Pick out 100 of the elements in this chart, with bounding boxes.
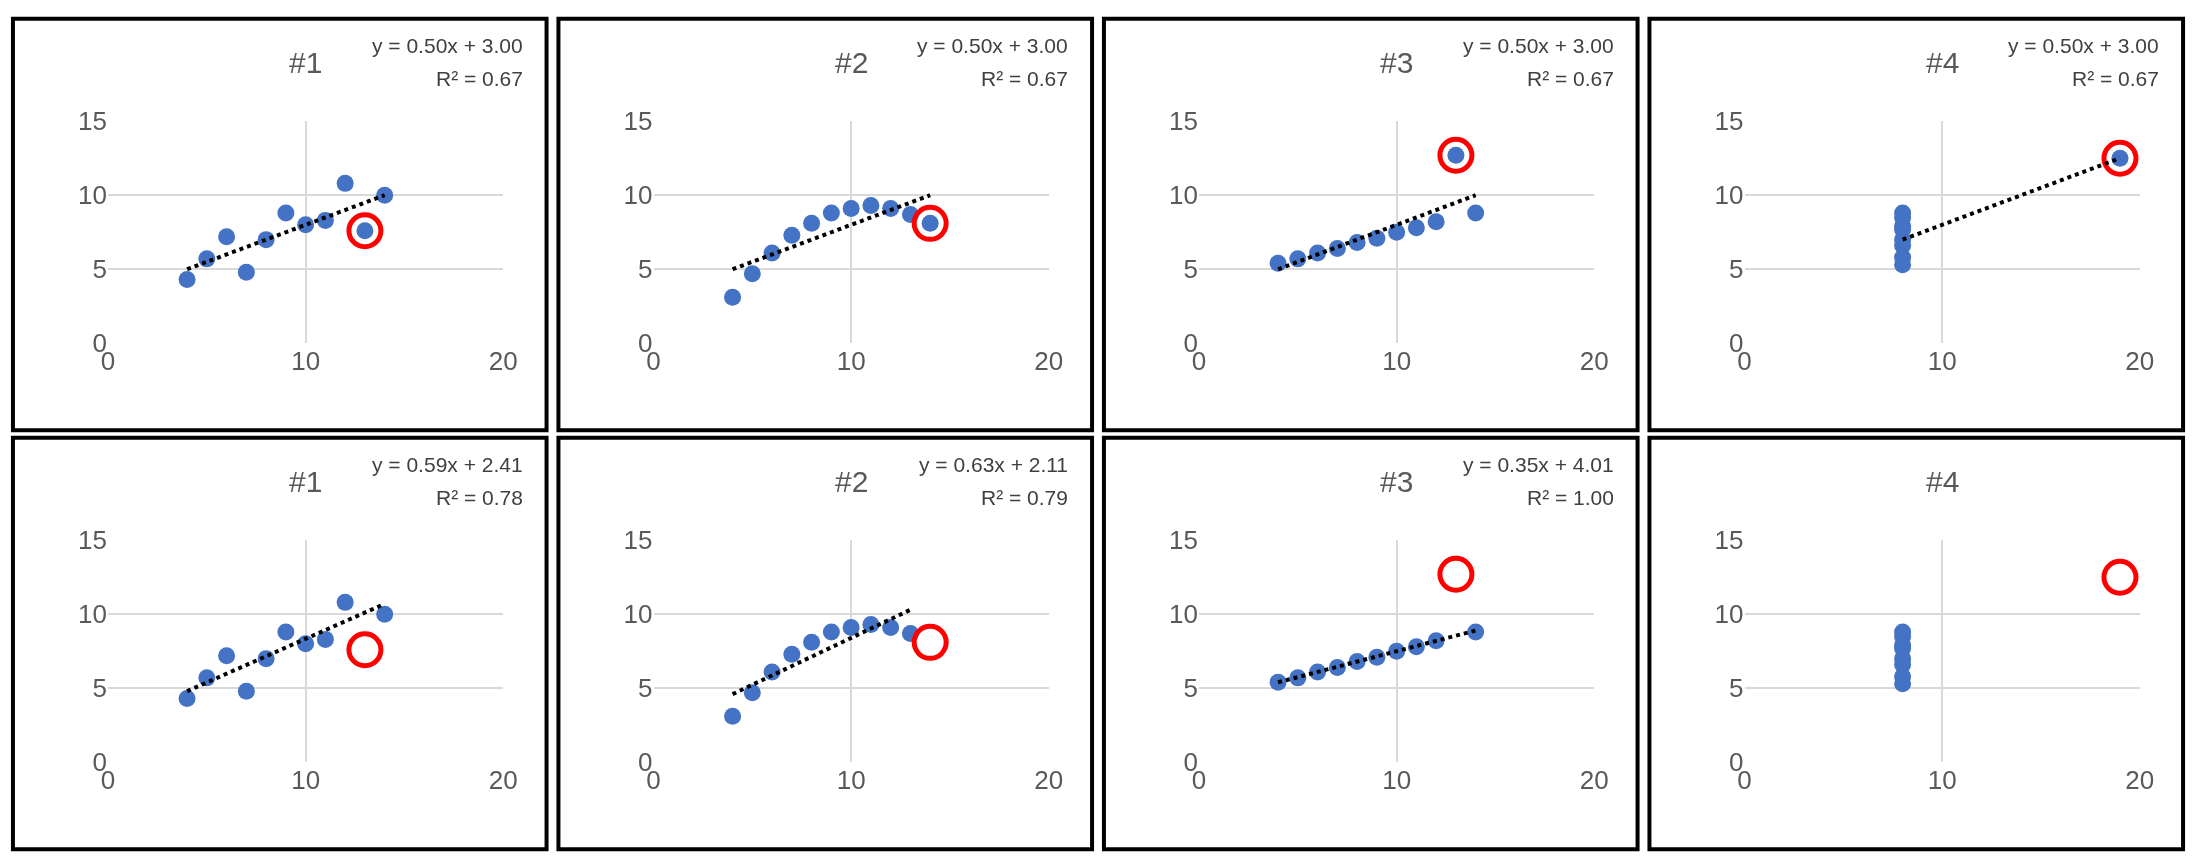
point [842,200,860,218]
point [1467,623,1485,641]
y-tick-label: 10 [1169,599,1199,630]
point [277,204,295,222]
text: R² = 0.67 [436,67,523,90]
text: R² = 0.79 [981,486,1068,509]
point [237,263,255,281]
text: y = 0.59x + 2.41 [372,453,523,476]
point [1269,673,1287,691]
point [743,684,761,702]
y-tick-label: 5 [92,254,108,285]
x-tick-label: 20 [1579,346,1609,377]
y-tick-label: 5 [638,254,653,285]
point [2101,139,2139,177]
point [1467,204,1485,222]
x-tick-label: 10 [836,765,866,796]
text: R² = 0.67 [1527,67,1614,90]
point [822,623,840,641]
y-tick-label: 15 [1169,106,1199,137]
y-tick-label: 15 [1714,106,1744,137]
text: y = 0.35x + 4.01 [1463,453,1614,476]
y-tick-label: 5 [1183,673,1199,704]
y-tick-label: 15 [1714,525,1744,556]
point [376,186,394,204]
text: R² = 0.78 [436,486,523,509]
chart-title: #4 [1926,465,1960,498]
text: y = 0.50x + 3.00 [1463,34,1614,57]
point [1437,555,1475,593]
point [346,631,384,669]
text: R² = 1.00 [1527,486,1614,509]
y-tick-label: 15 [78,525,108,556]
x-tick-label: 20 [2125,765,2155,796]
point [822,204,840,222]
x-tick-label: 10 [1382,346,1412,377]
point [724,288,742,306]
chart-title: #2 [835,46,869,79]
point [1407,219,1425,237]
y-tick-label: 5 [1729,254,1744,285]
x-tick-label: 20 [1579,765,1609,796]
point [178,271,196,289]
chart-title: #4 [1926,46,1960,79]
point [316,630,334,648]
y-tick-label: 5 [1729,673,1744,704]
point [218,228,236,246]
x-tick-label: 10 [836,346,866,377]
x-tick-label: 10 [291,346,321,377]
y-tick-label: 10 [623,599,653,630]
x-tick-label: 10 [1927,346,1957,377]
point [842,619,860,637]
point [218,647,236,665]
point [783,645,801,663]
point [1388,223,1406,241]
point [2101,558,2139,596]
x-tick-label: 20 [488,346,518,377]
x-tick-label: 10 [1927,765,1957,796]
y-tick-label: 10 [623,180,653,211]
text: y = 0.50x + 3.00 [2008,34,2159,57]
text: R² = 0.67 [981,67,1068,90]
point [336,174,354,192]
point [803,214,821,232]
point [743,265,761,283]
chart-title: #2 [835,465,869,498]
y-tick-label: 15 [1169,525,1199,556]
point [862,197,880,215]
chart-title: #1 [289,46,323,79]
point [724,707,742,725]
point [1427,213,1445,231]
x-tick-label: 20 [1034,346,1064,377]
y-tick-label: 10 [78,599,108,630]
point [336,593,354,611]
y-tick-label: 5 [638,673,653,704]
x-tick-label: 20 [2125,346,2155,377]
y-tick-label: 10 [1714,599,1744,630]
y-tick-label: 10 [78,180,108,211]
x-tick-label: 20 [1034,765,1064,796]
point [376,605,394,623]
y-tick-label: 5 [92,673,108,704]
chart-title: #3 [1380,46,1414,79]
chart-title: #1 [289,465,323,498]
y-tick-label: 15 [78,106,108,137]
y-tick-label: 15 [623,525,653,556]
text: y = 0.50x + 3.00 [917,34,1068,57]
y-tick-label: 5 [1183,254,1199,285]
point [277,623,295,641]
x-tick-label: 20 [488,765,518,796]
point [803,633,821,651]
point [178,690,196,708]
point [1437,136,1475,174]
point [911,204,949,242]
text: y = 0.50x + 3.00 [372,34,523,57]
text: y = 0.63x + 2.11 [919,453,1069,476]
point [911,623,949,661]
text: R² = 0.67 [2072,67,2159,90]
chart-title: #3 [1380,465,1414,498]
point [1269,254,1287,272]
y-tick-label: 10 [1169,180,1199,211]
y-tick-label: 15 [623,106,653,137]
point [783,226,801,244]
point [237,682,255,700]
x-tick-label: 10 [291,765,321,796]
